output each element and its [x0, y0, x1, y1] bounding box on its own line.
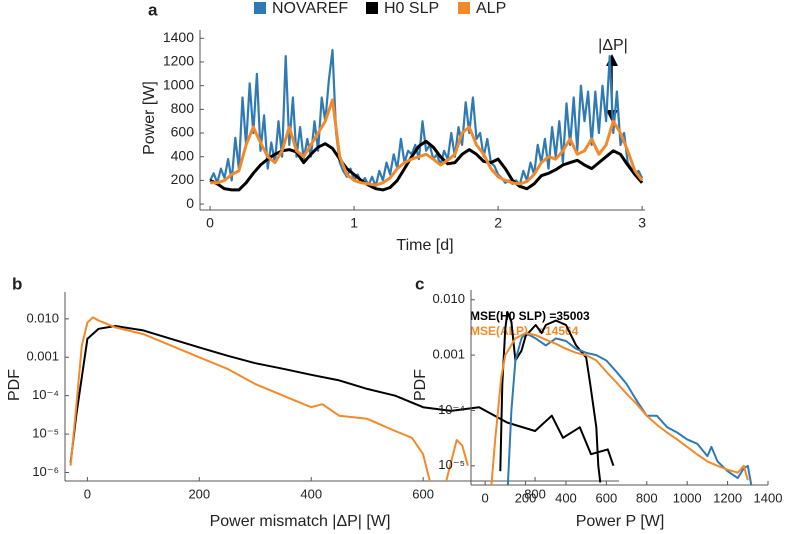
y-tick-label: 0.001	[26, 349, 59, 364]
annotation: MSE(H0 SLP) =35003	[470, 309, 590, 323]
y-tick-label: 10⁻⁴	[438, 402, 465, 417]
plot-area	[69, 316, 615, 481]
annotation: MSE(ALP) =14564	[470, 324, 579, 338]
x-tick-label: 600	[412, 486, 434, 501]
legend: NOVAREF H0 SLP ALP	[254, 0, 506, 17]
x-axis-label: Power mismatch |ΔP| [W]	[210, 513, 391, 530]
y-tick-label: 1400	[163, 29, 194, 45]
y-tick-label: 200	[171, 171, 195, 187]
legend-label: H0 SLP	[384, 0, 439, 17]
x-tick-label: 1200	[713, 490, 742, 505]
x-tick-label: 1000	[673, 490, 702, 505]
x-tick-label: 800	[636, 490, 658, 505]
x-tick-label: 3	[638, 215, 646, 231]
x-tick-label: 0	[84, 486, 91, 501]
series-line	[490, 332, 749, 485]
x-tick-label: 0	[482, 490, 489, 505]
y-tick-label: 600	[171, 124, 195, 140]
y-axis-label: PDF	[412, 369, 429, 401]
y-axis-label: Power [W]	[141, 81, 158, 155]
legend-swatch	[366, 2, 378, 14]
y-axis-label: PDF	[6, 369, 23, 401]
series-line	[209, 49, 644, 188]
series-line	[499, 311, 602, 483]
y-tick-label: 0.001	[432, 347, 465, 362]
x-tick-label: 200	[515, 490, 537, 505]
y-tick-label: 1000	[163, 76, 194, 92]
y-tick-label: 1200	[163, 53, 194, 69]
x-tick-label: 800	[524, 486, 546, 501]
x-tick-label: 400	[555, 490, 577, 505]
legend-swatch	[458, 2, 470, 14]
legend-label: ALP	[476, 0, 506, 17]
x-tick-label: 1	[350, 215, 358, 231]
series-line	[69, 316, 469, 481]
y-tick-label: 10⁻⁶	[32, 464, 59, 479]
series-line	[69, 325, 615, 467]
x-tick-label: 1400	[754, 490, 783, 505]
panel-label: a	[148, 0, 158, 19]
y-tick-label: 400	[171, 147, 195, 163]
y-tick-label: 10⁻⁴	[32, 387, 59, 402]
x-axis-label: Time [d]	[396, 237, 453, 254]
legend-swatch	[254, 2, 266, 14]
series-line	[210, 98, 644, 187]
x-tick-label: 0	[206, 215, 214, 231]
annotation: |ΔP|	[598, 37, 628, 54]
series-line	[506, 332, 753, 485]
plot-area	[209, 49, 644, 192]
x-tick-label: 400	[300, 486, 322, 501]
panel-label: b	[12, 274, 22, 293]
legend-label: NOVAREF	[272, 0, 348, 17]
y-tick-label: 0.010	[432, 291, 465, 306]
x-tick-label: 200	[188, 486, 210, 501]
y-tick-label: 0.010	[26, 310, 59, 325]
y-tick-label: 800	[171, 100, 195, 116]
y-tick-label: 10⁻⁵	[438, 457, 465, 472]
x-axis-label: Power P [W]	[576, 513, 665, 530]
panel-label: c	[415, 274, 424, 293]
plot-area	[490, 311, 753, 485]
x-tick-label: 2	[494, 215, 502, 231]
y-tick-label: 10⁻⁵	[32, 426, 59, 441]
y-tick-label: 0	[186, 195, 194, 211]
x-tick-label: 600	[596, 490, 618, 505]
